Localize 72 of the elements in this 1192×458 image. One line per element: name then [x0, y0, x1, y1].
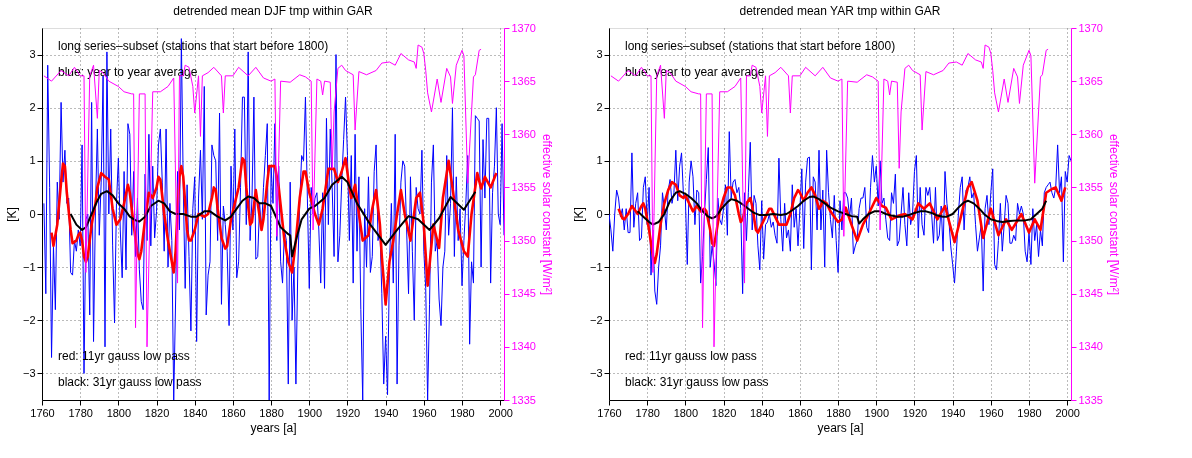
y2-tick-label: 1345 [511, 287, 536, 300]
x-tick-label: 2000 [1055, 406, 1080, 419]
line-series [636, 190, 1048, 226]
y-tick-label: −2 [589, 313, 603, 326]
x-axis-title: years [a] [817, 420, 864, 435]
x-tick-label: 1880 [259, 406, 284, 419]
x-tick-label: 1840 [182, 406, 208, 419]
chart-title: detrended mean YAR tmp within GAR [739, 4, 941, 18]
y-tick-label: 0 [596, 207, 603, 220]
x-tick-label: 2000 [488, 406, 513, 419]
y2-tick-label: 1335 [1078, 393, 1103, 406]
x-axis-title: years [a] [250, 420, 297, 435]
x-tick-label: 1820 [711, 406, 737, 419]
x-tick-label: 1980 [450, 406, 475, 419]
y-tick-label: 3 [596, 48, 603, 61]
y2-tick-label: 1335 [511, 393, 536, 406]
x-tick-label: 1940 [373, 406, 399, 419]
y2-tick-label: 1355 [1078, 180, 1103, 193]
y-tick-label: −3 [589, 366, 603, 379]
line-series [609, 131, 1071, 305]
y-tick-label: −2 [22, 313, 36, 326]
x-tick-label: 1960 [412, 406, 437, 419]
y-tick-label: −1 [589, 260, 603, 273]
y2-tick-label: 1340 [1078, 340, 1103, 353]
y-tick-label: 3 [29, 48, 36, 61]
x-tick-label: 1800 [106, 406, 132, 419]
x-tick-label: 1900 [297, 406, 323, 419]
x-tick-label: 1760 [597, 406, 622, 419]
line-series [69, 175, 477, 258]
y2-tick-label: 1365 [511, 74, 536, 87]
y2-tick-label: 1365 [1078, 74, 1103, 87]
x-tick-label: 1960 [979, 406, 1004, 419]
y-tick-label: −1 [22, 260, 36, 273]
x-tick-label: 1880 [826, 406, 851, 419]
y-axis-title: [K] [4, 207, 19, 222]
x-tick-label: 1860 [221, 406, 246, 419]
x-tick-label: 1920 [335, 406, 361, 419]
x-tick-label: 1940 [940, 406, 966, 419]
y2-tick-label: 1370 [511, 21, 536, 34]
annotation: long series–subset (stations that start before 1800) [625, 39, 896, 53]
y-axis-title: [K] [571, 207, 586, 222]
x-tick-label: 1840 [749, 406, 775, 419]
y2-tick-label: 1370 [1078, 21, 1103, 34]
y-tick-label: 1 [596, 154, 603, 167]
y-tick-label: −3 [22, 366, 36, 379]
line-series [50, 156, 498, 306]
x-tick-label: 1760 [30, 406, 55, 419]
y-tick-label: 1 [29, 154, 36, 167]
x-tick-label: 1980 [1017, 406, 1042, 419]
y2-tick-label: 1345 [1078, 287, 1103, 300]
y2-tick-label: 1360 [511, 127, 536, 140]
x-tick-label: 1900 [864, 406, 890, 419]
x-tick-label: 1920 [902, 406, 928, 419]
x-tick-label: 1780 [68, 406, 93, 419]
x-tick-label: 1800 [673, 406, 699, 419]
y2-axis-title: effective solar constant [W/m²] [1106, 133, 1121, 296]
y-tick-label: 0 [29, 207, 36, 220]
y2-tick-label: 1355 [511, 180, 536, 193]
annotation: black: 31yr gauss low pass [625, 375, 769, 389]
x-tick-label: 1860 [788, 406, 813, 419]
y2-tick-label: 1350 [1078, 234, 1103, 247]
annotation: red: 11yr gauss low pass [625, 349, 757, 363]
y2-tick-label: 1360 [1078, 127, 1103, 140]
x-tick-label: 1820 [144, 406, 170, 419]
y-tick-label: 2 [29, 101, 36, 114]
x-tick-label: 1780 [635, 406, 660, 419]
y-tick-label: 2 [596, 101, 603, 114]
chart-title: detrended mean DJF tmp within GAR [173, 4, 374, 18]
y2-tick-label: 1350 [511, 234, 536, 247]
annotation: black: 31yr gauss low pass [58, 375, 202, 389]
y2-axis-title: effective solar constant [W/m²] [539, 133, 554, 296]
y2-tick-label: 1340 [511, 340, 536, 353]
